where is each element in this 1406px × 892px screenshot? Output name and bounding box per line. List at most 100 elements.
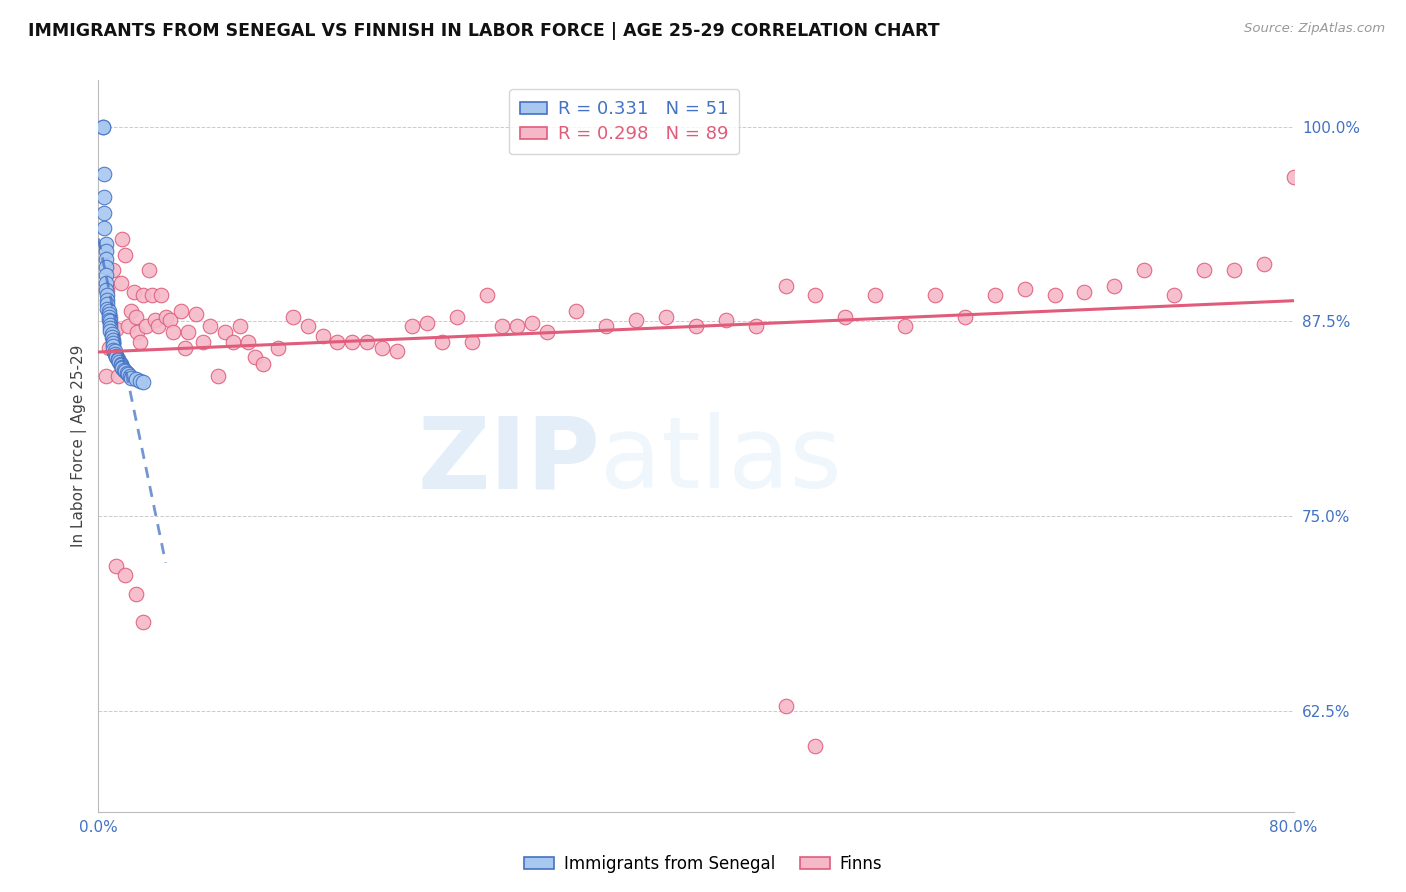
Point [94,268,117,282]
Point [101,326,124,341]
Point [162,326,184,340]
Point [520,316,543,330]
Point [385,344,409,359]
Point [108,355,131,369]
Point [461,334,484,349]
Point [229,319,252,334]
Point [105,322,128,336]
Point [94,252,117,267]
Point [103,263,125,277]
Point [115,366,138,380]
Point [1253,257,1275,271]
Point [112,363,135,377]
Y-axis label: In Labor Force | Age 25-29: In Labor Force | Age 25-29 [72,345,87,547]
Point [214,326,236,340]
Point [96,301,118,316]
Point [135,319,157,334]
Point [252,357,274,371]
Point [98,324,122,338]
Point [191,334,214,349]
Point [148,319,170,334]
Point [120,370,142,384]
Point [114,568,136,582]
Point [655,310,678,324]
Point [124,285,146,299]
Point [111,359,134,374]
Point [94,368,117,383]
Point [775,698,797,713]
Point [159,313,181,327]
Point [129,334,152,349]
Point [103,343,125,357]
Point [714,313,737,327]
Point [94,260,117,274]
Point [491,319,513,334]
Point [138,263,160,277]
Point [416,316,439,330]
Point [104,344,127,359]
Point [924,288,946,302]
Point [105,558,128,573]
Point [93,205,115,219]
Point [141,288,163,302]
Point [105,349,128,363]
Point [132,615,155,629]
Point [342,334,364,349]
Point [371,341,394,355]
Point [107,351,129,366]
Point [125,372,148,386]
Point [127,326,149,340]
Point [114,364,136,378]
Point [430,334,453,349]
Point [565,303,588,318]
Point [1073,285,1095,299]
Point [475,288,498,302]
Point [169,303,191,318]
Point [143,313,166,327]
Point [97,313,120,327]
Point [107,368,129,383]
Point [184,307,207,321]
Point [536,326,558,340]
Point [222,334,245,349]
Text: ZIP: ZIP [418,412,600,509]
Point [1014,282,1036,296]
Point [114,247,136,261]
Point [207,368,229,383]
Point [446,310,468,324]
Point [984,288,1007,302]
Point [96,297,118,311]
Point [98,310,122,324]
Point [93,167,115,181]
Point [125,310,148,324]
Point [1282,169,1305,184]
Point [297,319,319,334]
Point [281,310,304,324]
Point [91,120,114,134]
Point [105,351,128,365]
Point [626,313,648,327]
Point [94,244,117,259]
Point [326,334,349,349]
Point [93,221,115,235]
Point [267,341,290,355]
Point [111,361,134,376]
Point [177,326,200,340]
Text: IMMIGRANTS FROM SENEGAL VS FINNISH IN LABOR FORCE | AGE 25-29 CORRELATION CHART: IMMIGRANTS FROM SENEGAL VS FINNISH IN LA… [28,22,939,40]
Point [804,288,827,302]
Point [101,330,124,344]
Point [97,341,120,355]
Point [245,351,267,365]
Point [236,334,259,349]
Point [98,314,122,328]
Point [118,368,141,383]
Point [129,374,152,388]
Point [1192,263,1215,277]
Point [1223,263,1246,277]
Point [94,276,117,290]
Point [834,310,856,324]
Point [97,310,120,324]
Point [103,333,125,347]
Point [98,318,122,332]
Point [97,303,120,318]
